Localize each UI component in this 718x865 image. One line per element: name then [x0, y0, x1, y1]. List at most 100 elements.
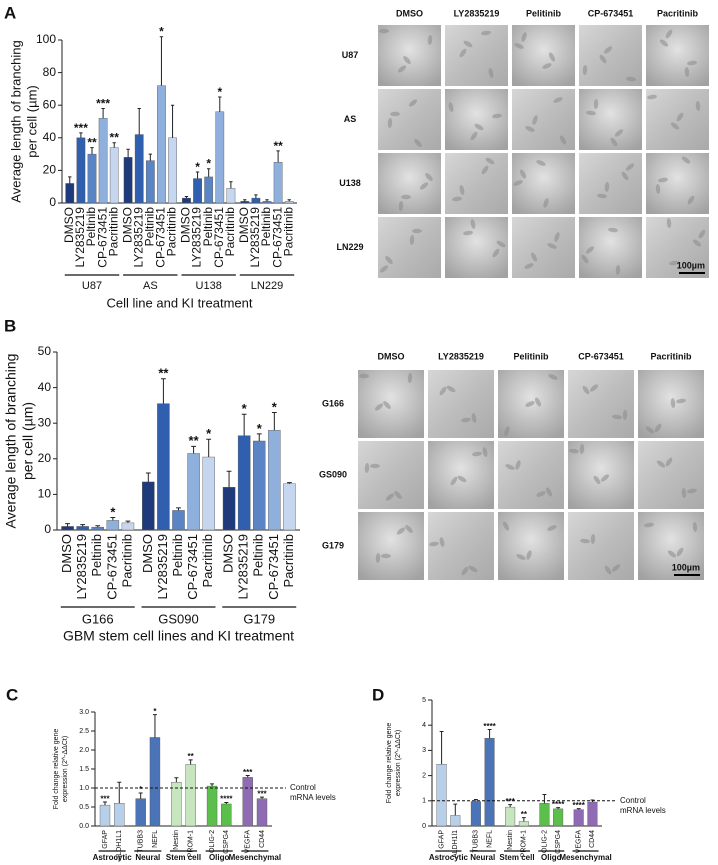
- bar: [185, 764, 196, 827]
- y-tick-label: 5: [422, 697, 426, 704]
- bar: [222, 487, 236, 531]
- bar: [202, 456, 215, 531]
- x-tick-label: LY2835219: [155, 534, 170, 600]
- cell: [370, 463, 380, 469]
- group-label: Neural: [135, 853, 160, 862]
- group-label: Astrocytic: [93, 853, 133, 862]
- cell: [610, 137, 618, 147]
- x-tick-label: DMSO: [120, 207, 134, 243]
- row-label: U87: [342, 50, 359, 60]
- error-bar: [138, 792, 143, 799]
- cell: [461, 417, 471, 423]
- micrograph: [512, 217, 575, 278]
- y-tick-label: 0.5: [79, 804, 89, 811]
- x-tick-label: NEFL: [486, 830, 493, 848]
- cell: [536, 160, 546, 166]
- cell: [429, 541, 439, 547]
- y-tick-label: 100: [36, 32, 56, 46]
- bar: [65, 183, 75, 204]
- row-label: AS: [344, 114, 357, 124]
- x-tick-label: CP-673451: [154, 207, 168, 268]
- significance-label: ***: [257, 789, 267, 798]
- error-bar: [125, 520, 131, 523]
- bar: [256, 798, 268, 827]
- significance-label: **: [521, 810, 528, 819]
- error-bar: [243, 199, 247, 202]
- cell: [481, 165, 489, 175]
- significance-label: ****: [552, 800, 565, 809]
- bar: [61, 526, 74, 531]
- cell: [385, 256, 393, 264]
- y-axis-label: Average length of branching: [3, 354, 19, 529]
- error-bar: [229, 181, 233, 189]
- x-tick-label: Peltinib: [170, 534, 185, 577]
- cell: [514, 43, 524, 49]
- cell: [472, 451, 482, 457]
- cell: [547, 525, 557, 531]
- cell: [387, 118, 393, 128]
- micrograph: [378, 217, 441, 278]
- cell: [379, 265, 389, 273]
- micrograph: [445, 217, 508, 278]
- error-bar: [184, 195, 189, 199]
- cell: [681, 488, 687, 498]
- cell: [542, 63, 552, 69]
- cell: [622, 410, 628, 420]
- error-bar: [226, 470, 232, 488]
- cell: [676, 398, 686, 404]
- cell: [407, 373, 413, 383]
- significance-label: **: [87, 136, 97, 150]
- bar: [149, 737, 161, 827]
- y-tick-label: 40: [38, 380, 52, 394]
- micrograph: [428, 512, 494, 580]
- x-axis-label: GBM stem cell lines and KI treatment: [63, 628, 294, 644]
- x-tick-label: TUBB3: [473, 830, 480, 853]
- error-bar: [265, 199, 269, 202]
- panel-letter: C: [6, 685, 18, 704]
- error-bar: [188, 759, 193, 765]
- y-axis-label: Fold change relative gene: [386, 723, 393, 804]
- cell: [625, 163, 635, 171]
- x-tick-label: LY2835219: [73, 207, 87, 268]
- bar: [157, 85, 166, 204]
- y-tick-label: 2.5: [79, 728, 89, 735]
- x-tick-label: LY2835219: [248, 207, 262, 268]
- bar: [436, 764, 447, 827]
- error-bar: [521, 817, 526, 822]
- error-bar: [218, 96, 222, 112]
- cell: [452, 196, 462, 202]
- bar: [284, 201, 294, 204]
- cell: [604, 182, 610, 192]
- error-bar: [254, 194, 258, 199]
- x-tick-label: DMSO: [179, 207, 193, 243]
- x-tick-label: TUBB3: [138, 830, 145, 853]
- error-bar: [80, 524, 86, 527]
- x-tick-label: Nestin: [507, 830, 514, 850]
- micrograph: [568, 512, 634, 580]
- x-tick-label: CP-673451: [185, 534, 200, 600]
- significance-label: *: [242, 401, 248, 416]
- row-label: G166: [322, 398, 344, 408]
- x-tick-label: CSPG4: [555, 830, 562, 854]
- cell: [590, 534, 596, 544]
- error-bar: [287, 199, 291, 202]
- error-bar: [473, 799, 478, 802]
- x-tick-label: OLIG-2: [209, 830, 216, 853]
- x-tick-label: VEGFA: [576, 830, 583, 854]
- micrograph: [512, 25, 575, 86]
- cell: [614, 129, 624, 137]
- micrograph: [378, 153, 441, 214]
- micrograph: [358, 370, 424, 438]
- cell: [359, 373, 369, 379]
- error-bar: [102, 801, 107, 806]
- error-bar: [245, 774, 250, 778]
- cell: [670, 122, 680, 130]
- y-axis-label: per cell (µm): [24, 85, 39, 158]
- error-bar: [90, 147, 94, 155]
- x-tick-label: Pacritinib: [281, 534, 296, 587]
- cell: [532, 115, 538, 125]
- significance-label: **: [110, 131, 120, 145]
- group-label: Astrocytic: [429, 853, 469, 862]
- cell: [374, 403, 384, 411]
